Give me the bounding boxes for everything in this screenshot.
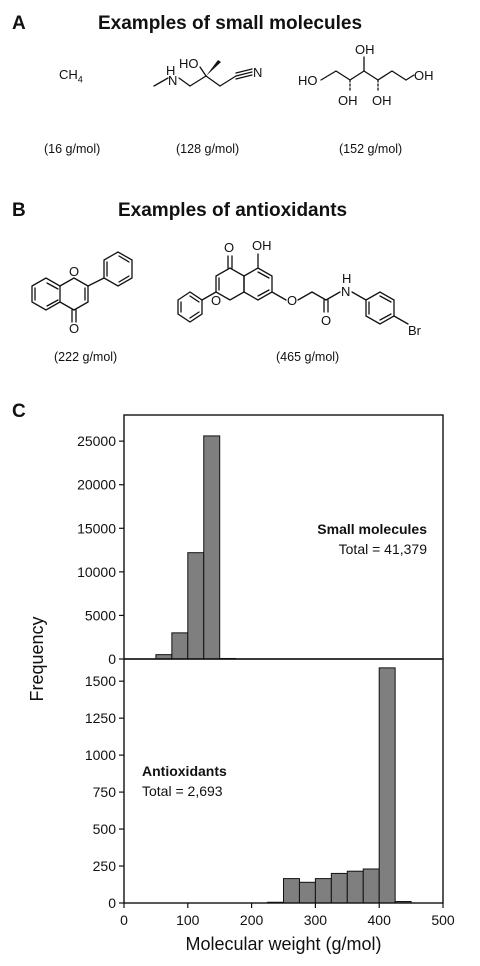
flavone-mass: (222 g/mol): [54, 350, 118, 364]
amino-nitrile-mass: (128 g/mol): [176, 142, 240, 156]
y-tick-label: 500: [93, 821, 117, 837]
atom-label-ho-left: HO: [298, 73, 318, 88]
methane-formula: CH4: [59, 67, 83, 85]
x-tick-label: 300: [304, 912, 328, 928]
histogram-bar: [346, 870, 364, 904]
atom-label-oh-right: OH: [414, 68, 434, 83]
histogram-bar: [283, 878, 300, 904]
x-tick-label: 400: [368, 912, 392, 928]
atom-label-o-ring: O: [211, 293, 221, 308]
panel-b-letter: B: [12, 200, 26, 221]
atom-label-h: H: [166, 63, 175, 78]
atom-label-ho: HO: [179, 56, 199, 71]
y-tick-label: 15000: [77, 520, 116, 536]
atom-label-n-nitrile: N: [253, 65, 262, 80]
flavone-amide-structure: O OH O O O H N Br: [177, 238, 422, 338]
methane-formula-subscript: 4: [77, 74, 83, 85]
y-tick-label: 750: [93, 784, 117, 800]
x-tick-label: 200: [240, 912, 264, 928]
histogram-bar: [187, 552, 205, 660]
y-tick-label: 1250: [85, 710, 116, 726]
atom-label-o-amide: O: [321, 313, 331, 328]
x-axis-label: Molecular weight (g/mol): [185, 934, 381, 954]
histogram-bar: [203, 435, 221, 660]
y-tick-label: 10000: [77, 564, 116, 580]
top-panel-frame: [123, 414, 444, 660]
atom-label-h-amide: H: [342, 271, 351, 286]
histogram-bar: [298, 881, 316, 904]
atom-label-n-amide: N: [341, 284, 350, 299]
methane-formula-main: CH: [59, 67, 78, 82]
y-tick-label: 0: [108, 651, 116, 667]
y-tick-label: 1000: [85, 747, 116, 763]
atom-label-br: Br: [408, 323, 422, 338]
panel-b-title: Examples of antioxidants: [118, 200, 348, 221]
panel-a-title: Examples of small molecules: [98, 13, 363, 34]
atom-label-n: N: [168, 73, 177, 88]
atom-label-oh: OH: [252, 238, 272, 253]
panel-a-letter: A: [12, 13, 26, 34]
total-label-small-molecules: Total = 41,379: [339, 541, 428, 557]
sugar-alcohol-structure: HO OH OH OH OH: [298, 42, 434, 108]
histogram-bar: [378, 667, 396, 904]
atom-label-oh-top: OH: [355, 42, 375, 57]
methane-mass: (16 g/mol): [44, 142, 101, 156]
y-tick-label: 0: [108, 895, 116, 911]
x-tick-label: 100: [176, 912, 200, 928]
y-tick-label: 25000: [77, 433, 116, 449]
panel-c-letter: C: [12, 401, 26, 422]
atom-label-o-ether: O: [287, 293, 297, 308]
y-axis-label: Frequency: [27, 616, 47, 701]
amino-nitrile-structure: H N HO N: [153, 56, 262, 88]
bottom-panel-frame: [123, 658, 444, 904]
sugar-alcohol-mass: (152 g/mol): [339, 142, 403, 156]
atom-label-o-carbonyl: O: [69, 321, 79, 336]
atom-label-o-ring: O: [69, 264, 79, 279]
histogram-bar: [362, 868, 380, 904]
atom-label-o-carbonyl: O: [224, 240, 234, 255]
x-tick-label: 500: [431, 912, 455, 928]
series-label-small-molecules: Small molecules: [317, 521, 427, 537]
atom-label-oh-lower-right: OH: [372, 93, 392, 108]
histogram-bar: [330, 872, 348, 904]
x-tick-label: 0: [120, 912, 128, 928]
y-tick-label: 1500: [85, 673, 116, 689]
series-label-antioxidants: Antioxidants: [142, 763, 227, 779]
atom-label-oh-lower-left: OH: [338, 93, 358, 108]
histogram-bar: [314, 878, 332, 904]
histogram-bar: [171, 632, 189, 660]
y-tick-label: 20000: [77, 477, 116, 493]
total-label-antioxidants: Total = 2,693: [142, 783, 223, 799]
flavone-amide-mass: (465 g/mol): [276, 350, 340, 364]
y-tick-label: 5000: [85, 607, 116, 623]
y-tick-label: 250: [93, 858, 117, 874]
flavone-structure: O O: [31, 251, 133, 336]
